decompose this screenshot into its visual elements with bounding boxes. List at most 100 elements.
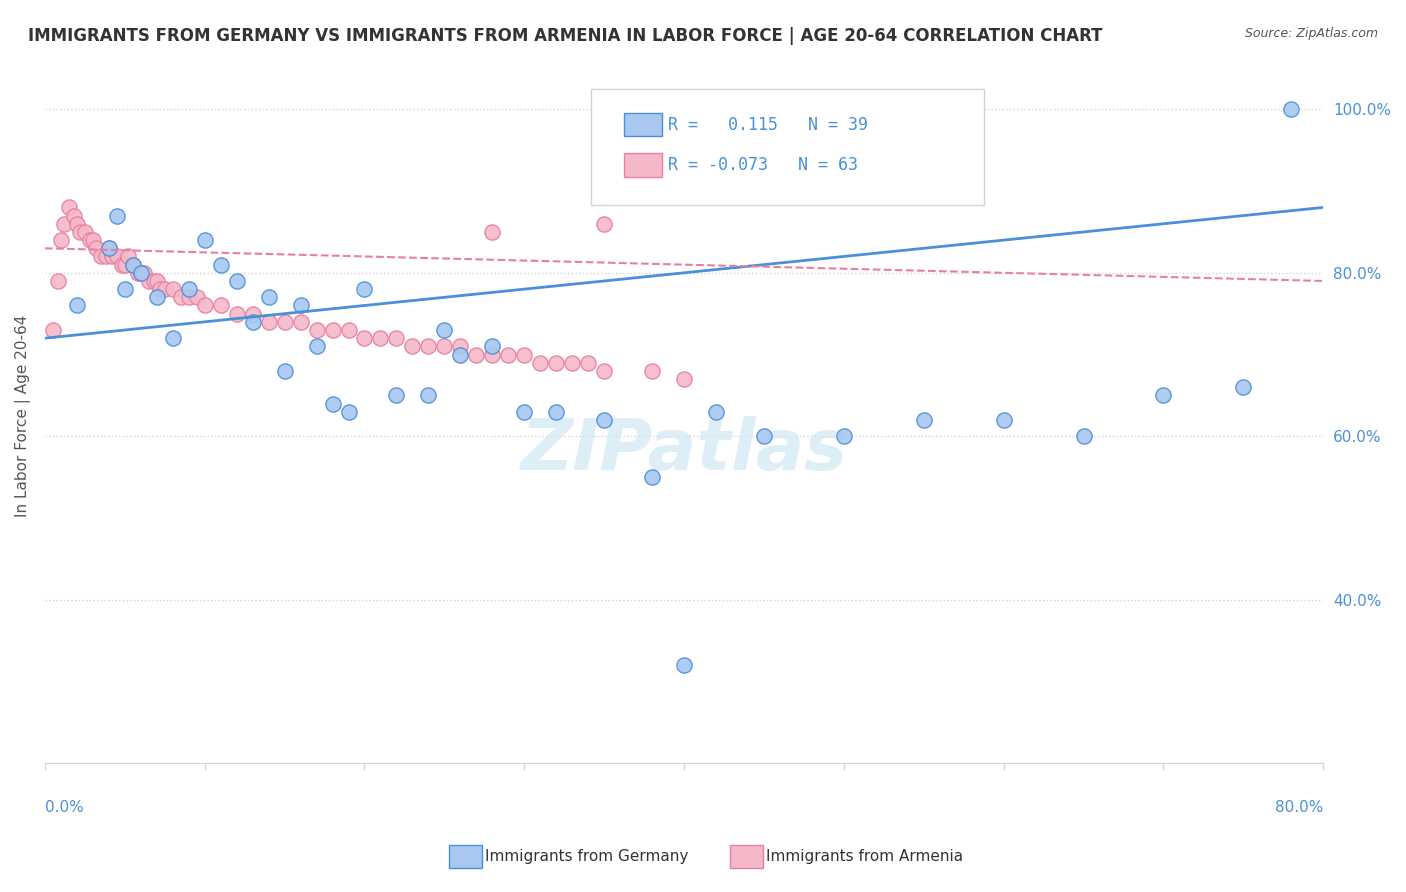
Point: [209, 298, 232, 312]
Text: R =   0.115   N = 39: R = 0.115 N = 39: [668, 116, 868, 134]
Point: [101, 250, 124, 264]
Point: [114, 258, 136, 272]
Point: [117, 250, 139, 264]
Point: [593, 364, 616, 378]
Point: [209, 258, 232, 272]
Point: [129, 266, 152, 280]
Point: [53, 217, 76, 231]
Point: [127, 266, 149, 280]
Point: [704, 405, 727, 419]
Point: [385, 388, 408, 402]
Point: [1153, 388, 1175, 402]
Y-axis label: In Labor Force | Age 20-64: In Labor Force | Age 20-64: [15, 315, 31, 517]
Point: [145, 274, 167, 288]
Point: [433, 323, 456, 337]
Point: [912, 413, 935, 427]
Text: IMMIGRANTS FROM GERMANY VS IMMIGRANTS FROM ARMENIA IN LABOR FORCE | AGE 20-64 CO: IMMIGRANTS FROM GERMANY VS IMMIGRANTS FR…: [28, 27, 1102, 45]
Point: [1279, 103, 1302, 117]
Point: [513, 347, 536, 361]
Point: [641, 364, 664, 378]
Point: [90, 250, 112, 264]
Point: [177, 290, 200, 304]
Point: [305, 323, 328, 337]
Point: [194, 233, 217, 247]
Point: [145, 290, 167, 304]
Point: [58, 201, 80, 215]
Point: [546, 356, 568, 370]
Text: 80.0%: 80.0%: [1275, 800, 1323, 815]
Point: [433, 339, 456, 353]
Point: [194, 298, 217, 312]
Point: [162, 282, 184, 296]
Point: [337, 405, 360, 419]
Point: [529, 356, 551, 370]
Point: [641, 470, 664, 484]
Text: R = -0.073   N = 63: R = -0.073 N = 63: [668, 156, 858, 174]
Point: [449, 339, 471, 353]
Point: [449, 347, 471, 361]
Point: [593, 413, 616, 427]
Point: [66, 298, 89, 312]
Point: [225, 307, 247, 321]
Point: [149, 282, 172, 296]
Point: [105, 250, 128, 264]
Point: [121, 258, 143, 272]
Point: [322, 323, 344, 337]
Point: [401, 339, 423, 353]
Point: [110, 258, 132, 272]
Point: [82, 233, 104, 247]
Point: [225, 274, 247, 288]
Point: [129, 266, 152, 280]
Point: [186, 290, 208, 304]
Point: [170, 290, 193, 304]
Point: [353, 331, 375, 345]
Point: [576, 356, 599, 370]
Point: [465, 347, 488, 361]
Point: [353, 282, 375, 296]
Point: [561, 356, 583, 370]
Point: [673, 372, 696, 386]
Point: [94, 250, 117, 264]
Point: [242, 315, 264, 329]
Point: [97, 241, 120, 255]
Point: [1232, 380, 1254, 394]
Point: [593, 217, 616, 231]
Point: [273, 315, 295, 329]
Point: [132, 266, 155, 280]
Point: [993, 413, 1015, 427]
Point: [142, 274, 165, 288]
Text: 0.0%: 0.0%: [45, 800, 83, 815]
Point: [370, 331, 392, 345]
Point: [418, 339, 440, 353]
Text: ZIPatlas: ZIPatlas: [520, 416, 848, 485]
Point: [73, 225, 96, 239]
Point: [513, 405, 536, 419]
Point: [69, 225, 91, 239]
Point: [337, 323, 360, 337]
Point: [481, 225, 503, 239]
Point: [138, 274, 160, 288]
Point: [79, 233, 101, 247]
Point: [84, 241, 107, 255]
Point: [322, 396, 344, 410]
Point: [46, 274, 69, 288]
Point: [290, 315, 312, 329]
Point: [673, 658, 696, 673]
Point: [385, 331, 408, 345]
Point: [97, 241, 120, 255]
Point: [114, 282, 136, 296]
Point: [242, 307, 264, 321]
Point: [105, 209, 128, 223]
Point: [498, 347, 520, 361]
Point: [290, 298, 312, 312]
Point: [752, 429, 775, 443]
Point: [257, 290, 280, 304]
Text: Source: ZipAtlas.com: Source: ZipAtlas.com: [1244, 27, 1378, 40]
Point: [62, 209, 84, 223]
Point: [42, 323, 65, 337]
Point: [418, 388, 440, 402]
Point: [546, 405, 568, 419]
Point: [832, 429, 855, 443]
Point: [481, 347, 503, 361]
Point: [273, 364, 295, 378]
